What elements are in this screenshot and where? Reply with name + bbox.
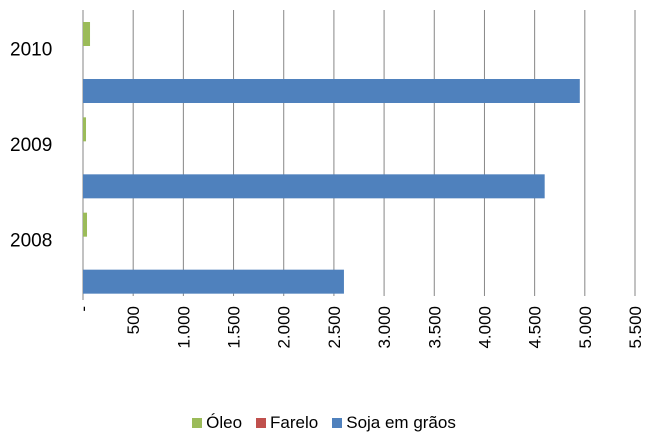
bar — [83, 117, 87, 142]
x-tick-label: 4.000 — [475, 306, 494, 349]
bar — [83, 22, 91, 46]
y-category-label: 2010 — [10, 40, 52, 61]
legend-label-soja: Soja em grãos — [346, 413, 456, 432]
legend: Óleo Farelo Soja em grãos — [0, 412, 648, 434]
x-tick-label: 3.500 — [425, 306, 444, 349]
legend-swatch-soja — [332, 418, 343, 428]
x-tick-label: 500 — [124, 306, 143, 334]
legend-swatch-oleo — [192, 418, 203, 428]
bar — [83, 174, 545, 199]
legend-swatch-farelo — [256, 418, 267, 428]
x-tick-label: 1.000 — [174, 306, 193, 349]
legend-item-farelo: Farelo — [256, 413, 318, 433]
x-tick-label: 2.500 — [325, 306, 344, 349]
bar — [83, 212, 88, 237]
x-tick-label: 1.500 — [225, 306, 244, 349]
y-category-label: 2008 — [10, 230, 52, 251]
x-tick-label: 3.000 — [375, 306, 394, 349]
legend-item-oleo: Óleo — [192, 413, 242, 433]
legend-label-farelo: Farelo — [270, 413, 319, 432]
legend-label-oleo: Óleo — [206, 413, 243, 432]
x-tick-label: - — [74, 306, 93, 312]
y-category-label: 2009 — [10, 135, 52, 156]
legend-item-soja: Soja em grãos — [332, 413, 456, 433]
bar — [83, 79, 580, 103]
x-tick-label: 5.000 — [576, 306, 595, 349]
bar — [83, 269, 344, 294]
bar-chart: - 500 1.000 1.500 2.000 2.500 3.000 3.500 4.000 4… — [10, 10, 645, 349]
x-tick-label: 2.000 — [275, 306, 294, 349]
x-tick-label: 4.500 — [526, 306, 545, 349]
x-tick-label: 5.500 — [626, 306, 645, 349]
